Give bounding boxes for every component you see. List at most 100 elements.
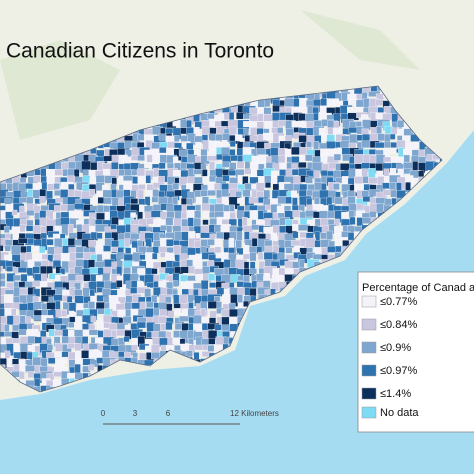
tract bbox=[145, 175, 151, 184]
tract bbox=[236, 161, 245, 169]
tract bbox=[243, 128, 249, 137]
tract bbox=[347, 106, 354, 114]
tract bbox=[389, 168, 397, 175]
tract bbox=[193, 176, 204, 184]
tract bbox=[390, 189, 397, 198]
tract bbox=[60, 252, 70, 261]
tract bbox=[68, 302, 77, 313]
tract bbox=[144, 288, 152, 299]
tract bbox=[88, 364, 95, 371]
tract bbox=[136, 321, 146, 329]
tract bbox=[320, 183, 327, 191]
tract bbox=[185, 350, 193, 358]
tract bbox=[237, 197, 244, 204]
tract bbox=[216, 231, 224, 240]
tract bbox=[34, 169, 41, 176]
tract bbox=[103, 197, 112, 205]
tract bbox=[221, 161, 230, 168]
tract bbox=[349, 133, 359, 144]
tract bbox=[174, 323, 183, 330]
tract bbox=[228, 218, 237, 226]
tract bbox=[17, 237, 29, 244]
tract bbox=[214, 183, 221, 191]
tract bbox=[165, 252, 175, 261]
tract bbox=[236, 231, 243, 241]
tract bbox=[265, 182, 271, 188]
tract bbox=[319, 210, 328, 220]
tract bbox=[12, 267, 19, 274]
tract bbox=[228, 126, 237, 135]
tract bbox=[356, 134, 363, 141]
tract bbox=[403, 149, 414, 155]
tract bbox=[122, 316, 132, 324]
legend-label: ≤1.4% bbox=[380, 388, 411, 400]
tract bbox=[304, 237, 316, 249]
tract bbox=[4, 245, 11, 252]
tract bbox=[131, 344, 138, 351]
tract bbox=[200, 189, 208, 197]
tract bbox=[243, 121, 253, 128]
tract bbox=[277, 252, 284, 260]
tract bbox=[33, 175, 41, 183]
tract bbox=[124, 238, 131, 247]
tract bbox=[60, 204, 68, 212]
legend-box bbox=[357, 271, 474, 433]
tract bbox=[145, 296, 152, 303]
tract bbox=[297, 162, 307, 169]
tract bbox=[264, 239, 273, 247]
tract bbox=[193, 168, 203, 175]
tract bbox=[53, 371, 63, 377]
legend-swatch bbox=[361, 406, 377, 419]
tract bbox=[202, 219, 209, 225]
tract bbox=[151, 252, 158, 260]
tract bbox=[249, 268, 257, 275]
tract bbox=[180, 197, 188, 205]
tract bbox=[81, 336, 89, 345]
tract bbox=[125, 247, 132, 254]
tract bbox=[333, 183, 340, 190]
tract bbox=[89, 289, 95, 297]
tract bbox=[194, 210, 202, 219]
tract bbox=[207, 239, 215, 246]
tract bbox=[292, 231, 299, 239]
scale-label: 12 Kilometers bbox=[230, 409, 279, 418]
tract bbox=[47, 344, 54, 351]
tract bbox=[26, 245, 32, 253]
tract bbox=[326, 230, 333, 240]
legend-swatch bbox=[361, 364, 377, 377]
legend: Percentage of Canad a ≤0.77% ≤0.84% ≤0.9% ≤… bbox=[357, 271, 474, 433]
tract bbox=[59, 267, 66, 275]
tract bbox=[313, 141, 319, 151]
tract bbox=[111, 216, 120, 226]
tract bbox=[103, 266, 112, 274]
tract bbox=[186, 142, 194, 151]
tract bbox=[25, 365, 36, 372]
tract bbox=[130, 212, 136, 218]
tract bbox=[102, 274, 111, 282]
legend-swatch bbox=[361, 318, 377, 331]
tract bbox=[200, 225, 210, 233]
tract bbox=[256, 169, 265, 177]
map-title: Canadian Citizens in Toronto bbox=[6, 40, 274, 63]
tract bbox=[214, 268, 225, 276]
tract bbox=[180, 274, 189, 282]
tract bbox=[341, 211, 348, 219]
tract bbox=[11, 308, 17, 317]
scale-label: 3 bbox=[133, 409, 138, 418]
tract bbox=[3, 225, 10, 233]
tract bbox=[96, 232, 103, 239]
tract bbox=[82, 329, 90, 337]
tract bbox=[68, 210, 77, 219]
tract bbox=[54, 238, 63, 248]
tract bbox=[257, 210, 264, 220]
tract bbox=[151, 196, 159, 203]
scale-bar: 0 3 6 12 Kilometers bbox=[101, 409, 279, 425]
tract bbox=[46, 265, 53, 275]
tract bbox=[158, 162, 166, 169]
tract bbox=[173, 135, 180, 143]
tract bbox=[174, 210, 183, 220]
tract bbox=[116, 280, 123, 288]
tract bbox=[263, 132, 274, 140]
tract bbox=[355, 121, 362, 127]
